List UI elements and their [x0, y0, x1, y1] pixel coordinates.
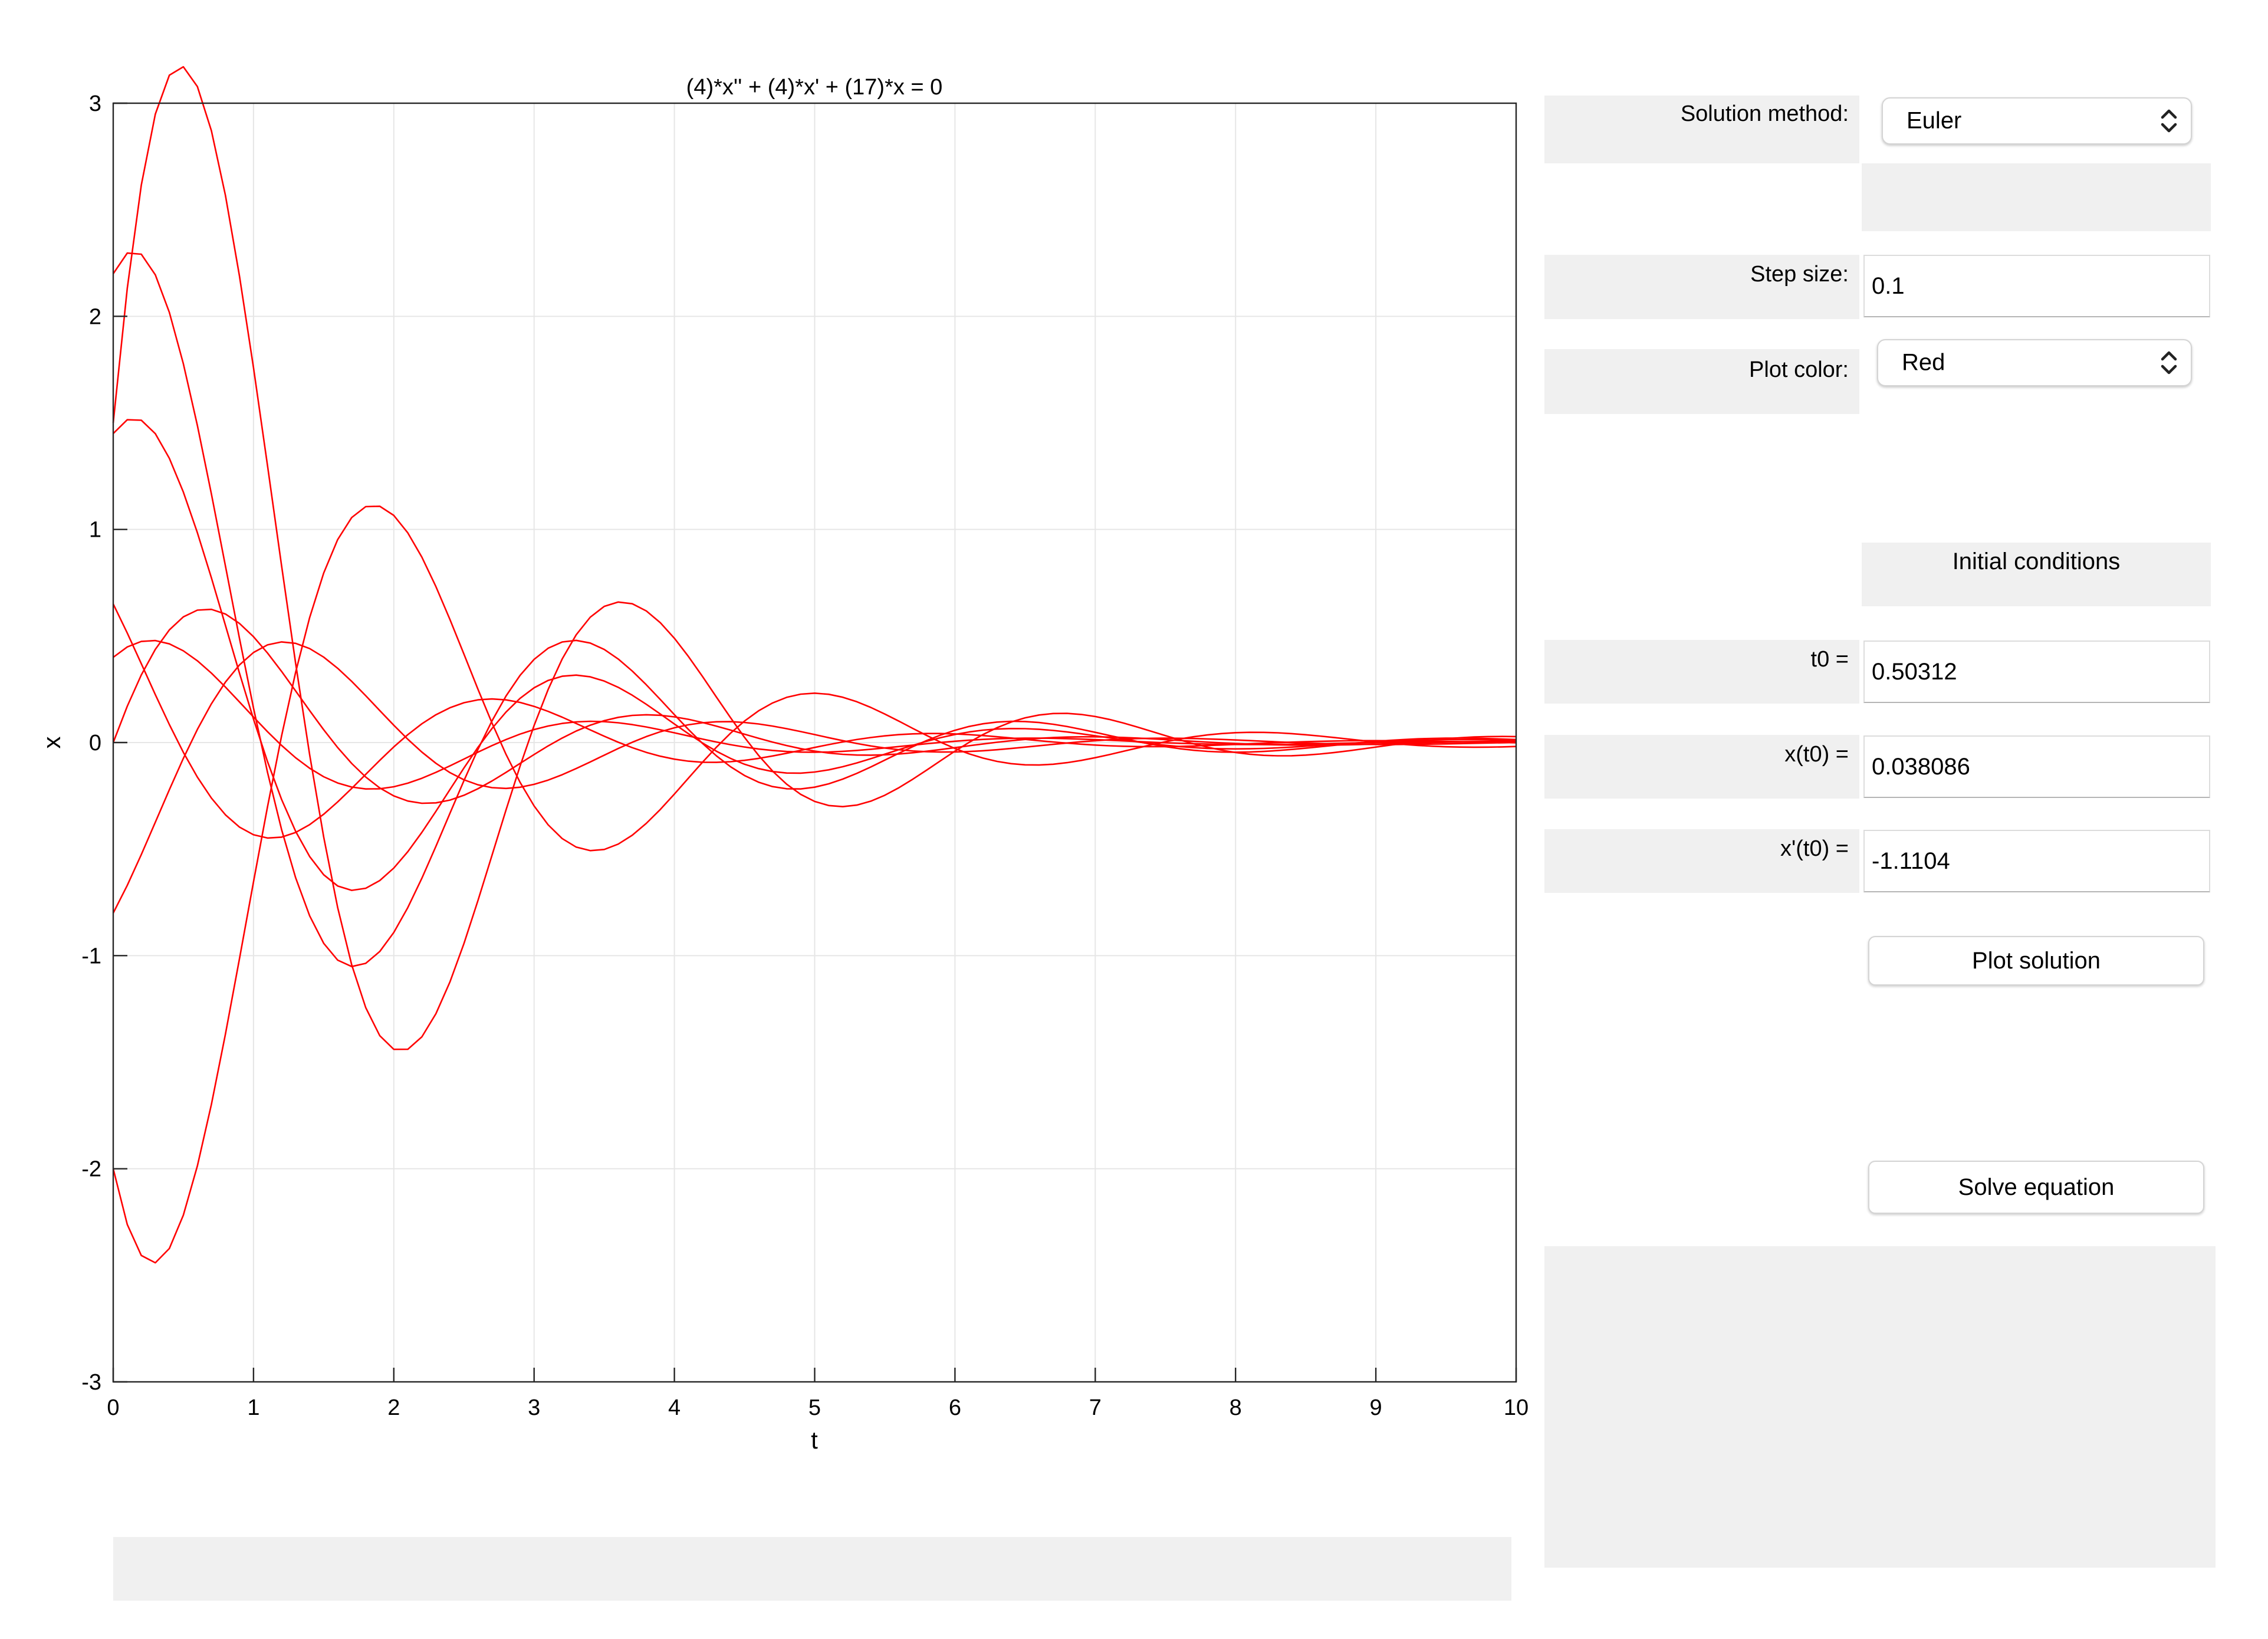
- plot-title: (4)*x'' + (4)*x' + (17)*x = 0: [686, 75, 943, 100]
- plot-color-label: Plot color:: [1544, 349, 1859, 414]
- x-tick-label: 7: [1089, 1395, 1102, 1420]
- up-down-chevron-icon: [2161, 109, 2177, 133]
- solution-curve-2: [112, 66, 1517, 1050]
- initial-conditions-heading: Initial conditions: [1862, 543, 2211, 606]
- solution-method-value: Euler: [1907, 107, 1962, 134]
- x-tick-label: 3: [528, 1395, 540, 1420]
- x-tick-label: 0: [107, 1395, 119, 1420]
- y-tick-label: 1: [89, 518, 101, 543]
- x-tick-label: 6: [949, 1395, 961, 1420]
- x-tick-label: 5: [808, 1395, 821, 1420]
- solve-equation-button[interactable]: Solve equation: [1868, 1161, 2204, 1214]
- y-tick-label: -3: [81, 1370, 101, 1395]
- solution-curve-8: [113, 639, 1517, 790]
- y-tick-label: 0: [89, 731, 101, 756]
- x-tick-label: 10: [1504, 1395, 1529, 1420]
- x-axis-label: t: [811, 1426, 818, 1454]
- solution-plot: 0 1 2 3 4 5 6 7 8 9 10 -3 -2 -1 0 1 2 3 (4)*x'' + (4)*x' …: [38, 66, 1529, 1454]
- plot-color-dropdown[interactable]: Red: [1877, 339, 2192, 386]
- y-axis-label: x: [38, 737, 65, 749]
- x-tick-label: 9: [1370, 1395, 1382, 1420]
- solution-curve-7: [112, 505, 1517, 1264]
- plot-solution-button[interactable]: Plot solution: [1868, 936, 2204, 986]
- t0-input[interactable]: 0.50312: [1863, 641, 2210, 703]
- solution-curve-6: [112, 641, 1517, 914]
- x-tick-label: 1: [247, 1395, 259, 1420]
- solution-curve-3: [113, 419, 1517, 891]
- solution-method-label: Solution method:: [1544, 96, 1859, 163]
- method-options-panel: [1862, 163, 2211, 231]
- dxt0-input[interactable]: -1.1104: [1863, 830, 2210, 892]
- t0-label: t0 =: [1544, 640, 1859, 704]
- xt0-input[interactable]: 0.038086: [1863, 735, 2210, 798]
- dxt0-label: x'(t0) =: [1544, 829, 1859, 893]
- step-size-input[interactable]: 0.1: [1863, 255, 2210, 317]
- xt0-label: x(t0) =: [1544, 735, 1859, 799]
- status-strip: [113, 1537, 1511, 1601]
- solution-curve-1: [112, 252, 1517, 968]
- x-tick-label: 8: [1230, 1395, 1242, 1420]
- y-tick-label: -1: [81, 944, 101, 968]
- step-size-label: Step size:: [1544, 255, 1859, 319]
- up-down-chevron-icon: [2161, 351, 2177, 375]
- solution-method-dropdown[interactable]: Euler: [1882, 97, 2192, 144]
- solution-curves: [112, 66, 1517, 1264]
- x-tick-label: 4: [668, 1395, 681, 1420]
- axis-ticks: 0 1 2 3 4 5 6 7 8 9 10 -3 -2 -1 0 1 2 3: [81, 91, 1529, 1420]
- y-tick-label: -2: [81, 1157, 101, 1182]
- output-panel: [1544, 1246, 2216, 1568]
- x-tick-label: 2: [387, 1395, 400, 1420]
- plot-color-value: Red: [1902, 349, 1945, 376]
- y-tick-label: 2: [89, 304, 101, 329]
- y-tick-label: 3: [89, 91, 101, 116]
